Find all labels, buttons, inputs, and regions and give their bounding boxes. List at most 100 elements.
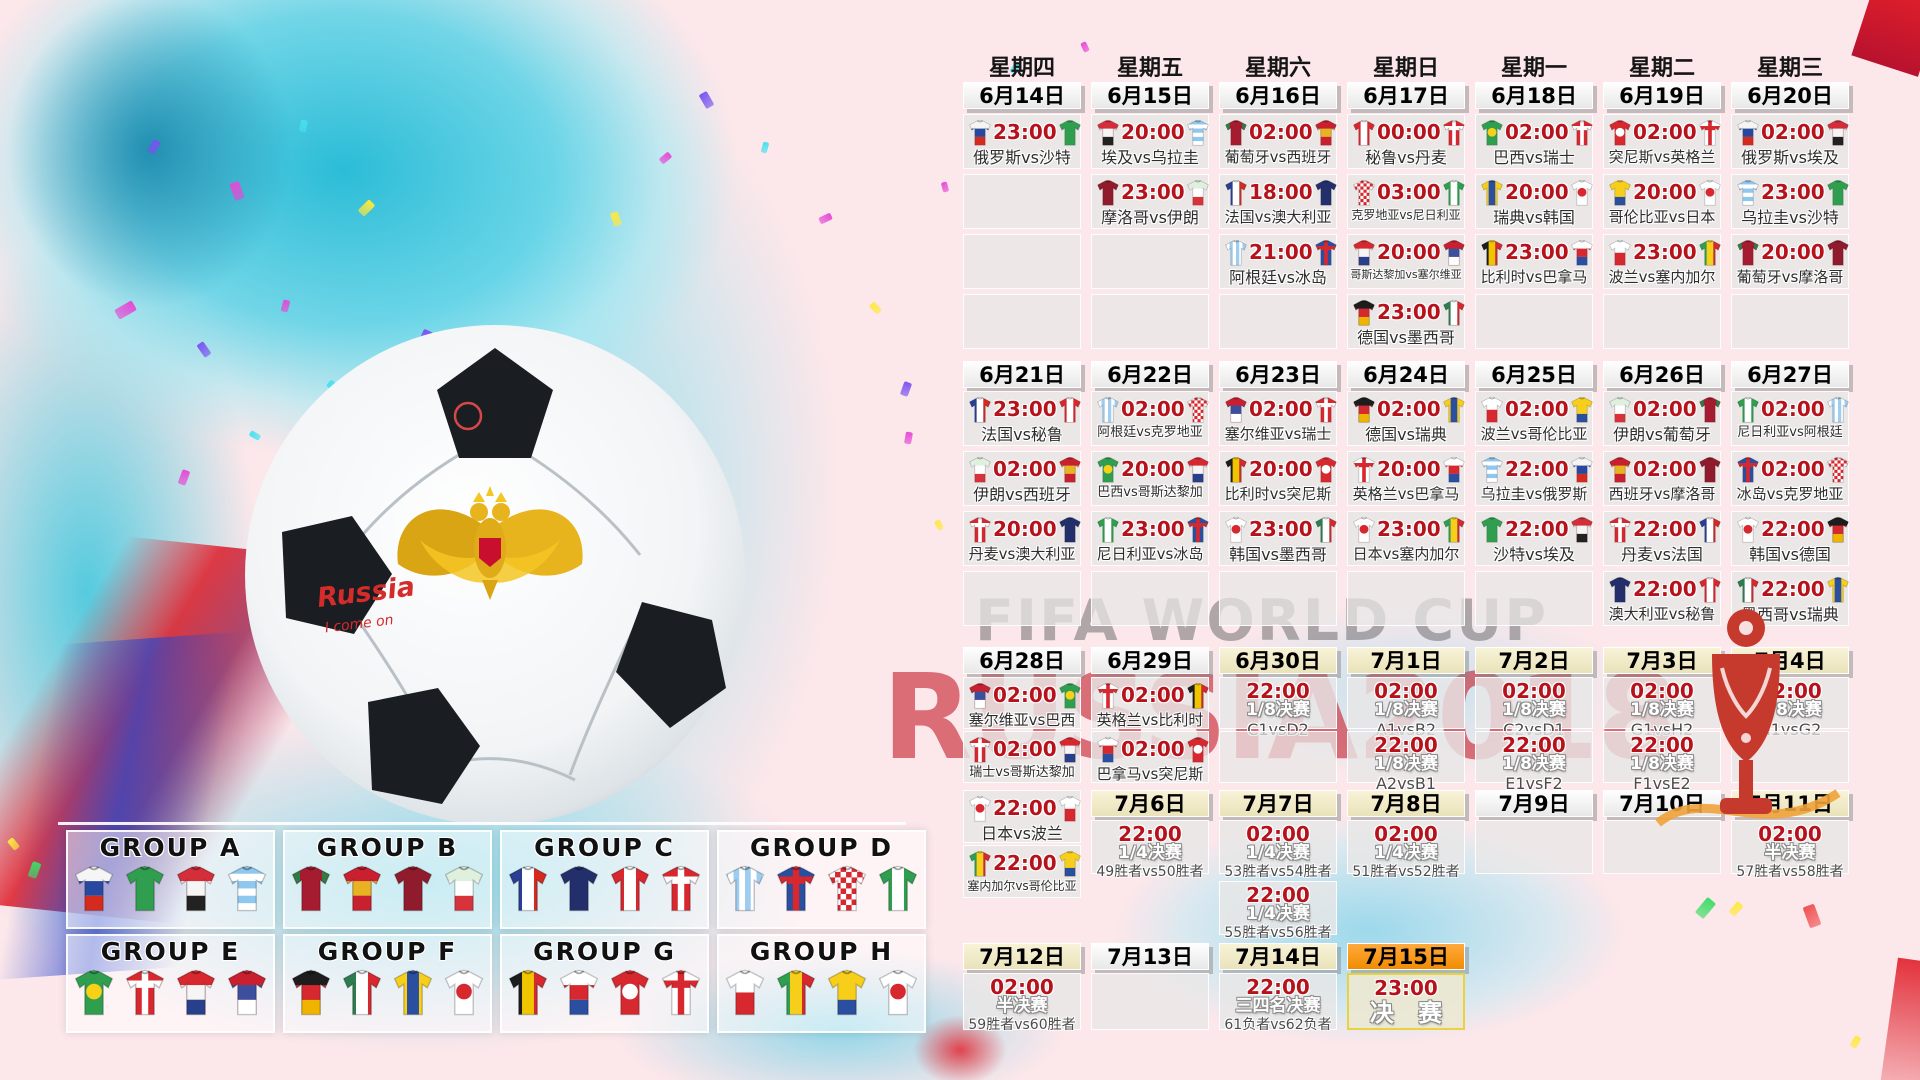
round-label: 1/8决赛 <box>1374 754 1438 774</box>
match-cell: 20:00 巴西vs哥斯达黎加 <box>1091 451 1209 506</box>
match-cell: 00:00 秘鲁vs丹麦 <box>1347 114 1465 169</box>
iceland-jersey-icon <box>1313 238 1339 267</box>
knockout-match-cell: 22:00 三四名决赛 61负者vs62负者 <box>1219 973 1337 1033</box>
match-teams: 西班牙vs摩洛哥 <box>1608 485 1716 503</box>
brazil-jersey-icon <box>1057 681 1083 710</box>
match-cell: 02:00 突尼斯vs英格兰 <box>1603 114 1721 169</box>
match-time: 02:00 <box>1249 397 1313 421</box>
match-time: 18:00 <box>1249 180 1313 204</box>
match-cell: 23:00 乌拉圭vs沙特 <box>1731 174 1849 229</box>
group-title: GROUP D <box>749 833 894 862</box>
round-label: 1/4决赛 <box>1118 843 1182 863</box>
match-time: 22:00 <box>993 851 1057 875</box>
match-cell: 03:00 克罗地亚vs尼日利亚 <box>1347 174 1465 229</box>
group-jerseys <box>68 966 273 1018</box>
match-cell: 02:00 俄罗斯vs埃及 <box>1731 114 1849 169</box>
switzerland-jersey-icon <box>122 966 168 1018</box>
group-box-f: GROUP F <box>283 934 492 1033</box>
group-box-a: GROUP A <box>66 830 275 929</box>
empty-cell <box>1475 294 1593 349</box>
portugal-jersey-icon <box>1735 238 1761 267</box>
match-cell: 23:00 韩国vs墨西哥 <box>1219 511 1337 566</box>
portugal-jersey-icon <box>288 862 334 914</box>
group-jerseys <box>719 966 924 1018</box>
match-cell: 20:00 哥伦比亚vs日本 <box>1603 174 1721 229</box>
match-time: 22:00 <box>1246 883 1310 907</box>
group-jerseys <box>502 966 707 1018</box>
match-time: 02:00 <box>1377 397 1441 421</box>
match-teams: 瑞典vs韩国 <box>1493 208 1575 227</box>
match-teams: 沙特vs埃及 <box>1493 545 1575 564</box>
match-cell: 22:00 澳大利亚vs秘鲁 <box>1603 571 1721 626</box>
france-jersey-icon <box>505 862 551 914</box>
poland-jersey-icon <box>1479 395 1505 424</box>
round-label: 决 赛 <box>1369 999 1451 1027</box>
match-cell: 22:00 丹麦vs法国 <box>1603 511 1721 566</box>
match-teams: 韩国vs墨西哥 <box>1229 545 1327 564</box>
group-title: GROUP C <box>534 833 675 862</box>
saudi-jersey-icon <box>1479 515 1505 544</box>
brazil-jersey-icon <box>1095 455 1121 484</box>
group-box-g: GROUP G <box>500 934 709 1033</box>
match-teams: 尼日利亚vs阿根廷 <box>1737 425 1843 440</box>
poland-jersey-icon <box>722 966 768 1018</box>
panama-jersey-icon <box>1095 735 1121 764</box>
weekday-label: 星期六 <box>1244 56 1311 81</box>
match-teams: 法国vs澳大利亚 <box>1224 208 1332 226</box>
croatia-jersey-icon <box>1185 395 1211 424</box>
serbia-jersey-icon <box>1441 238 1467 267</box>
match-time: 02:00 <box>1249 120 1313 144</box>
empty-cell <box>963 571 1081 626</box>
empty-cell <box>1219 294 1337 349</box>
germany-jersey-icon <box>1825 515 1851 544</box>
belgium-jersey-icon <box>505 966 551 1018</box>
match-time: 20:00 <box>1249 457 1313 481</box>
match-code: F1vsE2 <box>1633 773 1691 793</box>
match-teams: 英格兰vs巴拿马 <box>1352 485 1460 503</box>
england-jersey-icon <box>658 966 704 1018</box>
tunisia-jersey-icon <box>1313 455 1339 484</box>
sweden-jersey-icon <box>390 966 436 1018</box>
empty-cell <box>1219 571 1337 626</box>
sweden-jersey-icon <box>1441 395 1467 424</box>
match-teams: 日本vs塞内加尔 <box>1352 545 1460 563</box>
match-time: 02:00 <box>1505 120 1569 144</box>
round-label: 半决赛 <box>1764 843 1816 863</box>
round-label: 1/4决赛 <box>1246 843 1310 863</box>
red-corner-brush <box>1878 957 1920 1080</box>
round-label: 三四名决赛 <box>1235 996 1321 1016</box>
match-teams: 阿根廷vs冰岛 <box>1229 268 1327 287</box>
australia-jersey-icon <box>556 862 602 914</box>
match-cell: 23:00 德国vs墨西哥 <box>1347 294 1465 349</box>
match-time: 02:00 <box>1246 822 1310 846</box>
match-teams: 乌拉圭vs俄罗斯 <box>1480 485 1588 503</box>
match-time: 23:00 <box>1374 976 1438 1000</box>
group-jerseys <box>719 862 924 914</box>
belgium-jersey-icon <box>1223 455 1249 484</box>
match-time: 23:00 <box>1505 240 1569 264</box>
match-cell: 02:00 塞尔维亚vs巴西 <box>963 677 1081 729</box>
match-time: 22:00 <box>1630 733 1694 757</box>
match-teams: 埃及vs乌拉圭 <box>1101 148 1199 167</box>
saudi-jersey-icon <box>122 862 168 914</box>
match-time: 03:00 <box>1377 180 1441 204</box>
morocco-jersey-icon <box>1825 238 1851 267</box>
match-time: 22:00 <box>1633 517 1697 541</box>
empty-cell <box>1475 820 1593 874</box>
round-label: 1/8决赛 <box>1374 700 1438 720</box>
match-time: 02:00 <box>1761 457 1825 481</box>
match-cell: 18:00 法国vs澳大利亚 <box>1219 174 1337 229</box>
empty-cell <box>1219 731 1337 783</box>
date-box: 7月6日 <box>1091 790 1209 817</box>
match-time: 22:00 <box>1505 517 1569 541</box>
match-code: 55胜者vs56胜者 <box>1224 924 1332 941</box>
match-time: 02:00 <box>1633 457 1697 481</box>
brazil-jersey-icon <box>71 966 117 1018</box>
japan-jersey-icon <box>875 966 921 1018</box>
group-box-e: GROUP E <box>66 934 275 1033</box>
match-teams: 韩国vs德国 <box>1749 545 1831 564</box>
australia-jersey-icon <box>1057 515 1083 544</box>
match-time: 22:00 <box>1246 975 1310 999</box>
korea-jersey-icon <box>441 966 487 1018</box>
match-time: 02:00 <box>1630 679 1694 703</box>
